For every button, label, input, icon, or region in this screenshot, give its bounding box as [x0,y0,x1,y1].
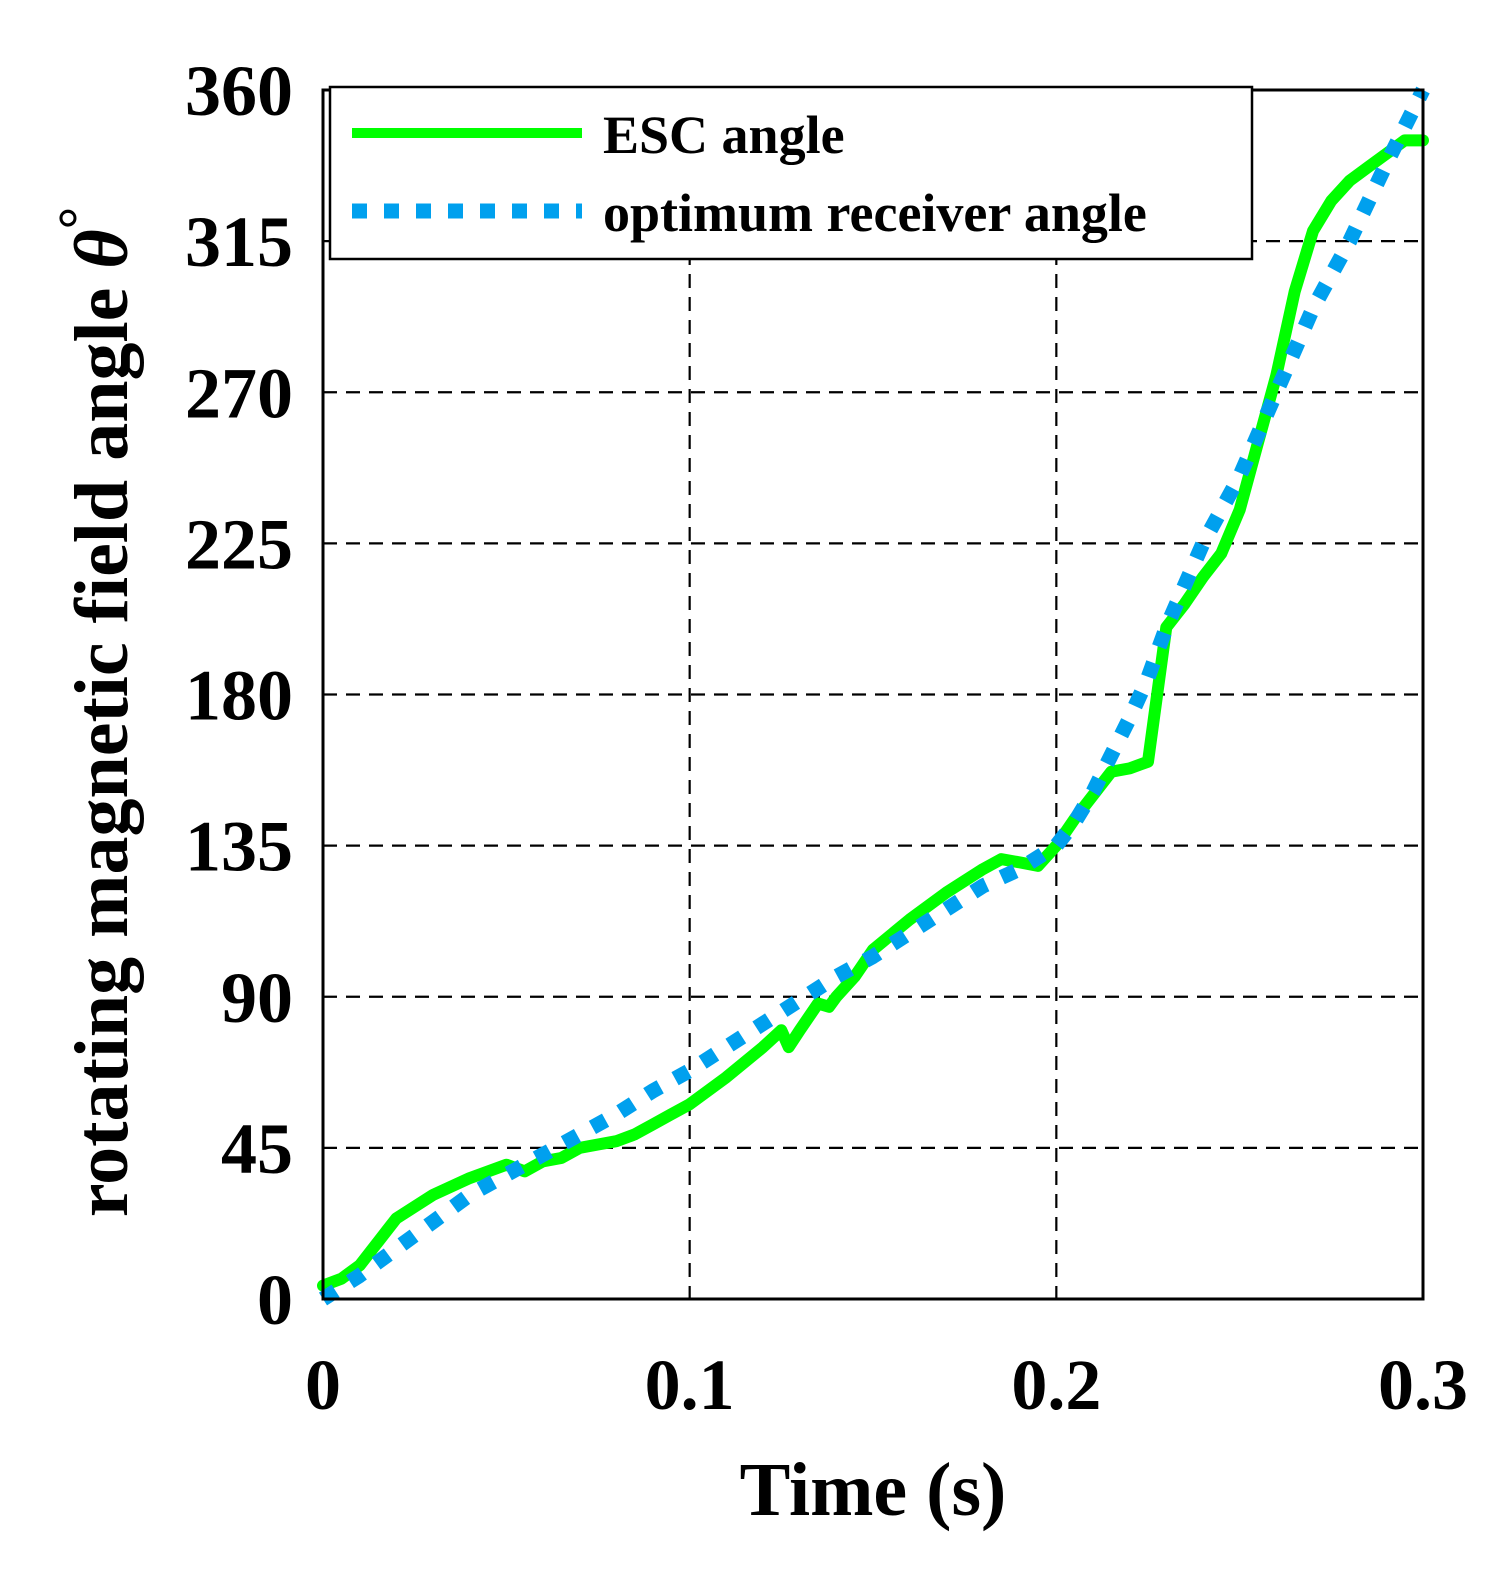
tick-labels: 0 0.1 0.2 0.3 0 45 90 135 180 225 270 315 360 [185,51,1468,1425]
x-axis-label: Time (s) [740,1448,1007,1532]
y-axis-label: rotating magnetic field angle θ° [48,207,144,1217]
legend-box [328,85,1254,261]
y-axis-label-theta: θ [60,229,144,268]
x-tick-label: 0.2 [1011,1345,1101,1425]
y-tick-label: 180 [185,656,293,736]
legend: ESC angle optimum receiver angle [328,85,1254,261]
y-tick-label: 315 [185,202,293,282]
x-tick-label: 0.1 [645,1345,735,1425]
series-line-optimum-receiver-angle [318,86,1430,1306]
y-tick-label: 135 [185,807,293,887]
y-tick-label: 270 [185,353,293,433]
y-tick-label: 225 [185,504,293,584]
legend-label-optimum-receiver-angle: optimum receiver angle [603,183,1147,243]
y-tick-label: 360 [185,51,293,131]
x-tick-label: 0.3 [1378,1345,1468,1425]
y-tick-label: 90 [221,958,293,1038]
y-tick-label: 45 [221,1109,293,1189]
y-axis-label-degree: ° [48,207,110,229]
y-tick-label: 0 [257,1260,293,1340]
y-axis-label-text: rotating magnetic field angle [60,269,144,1217]
legend-label-esc-angle: ESC angle [603,105,845,165]
x-tick-label: 0 [305,1345,341,1425]
series-group [317,86,1430,1306]
